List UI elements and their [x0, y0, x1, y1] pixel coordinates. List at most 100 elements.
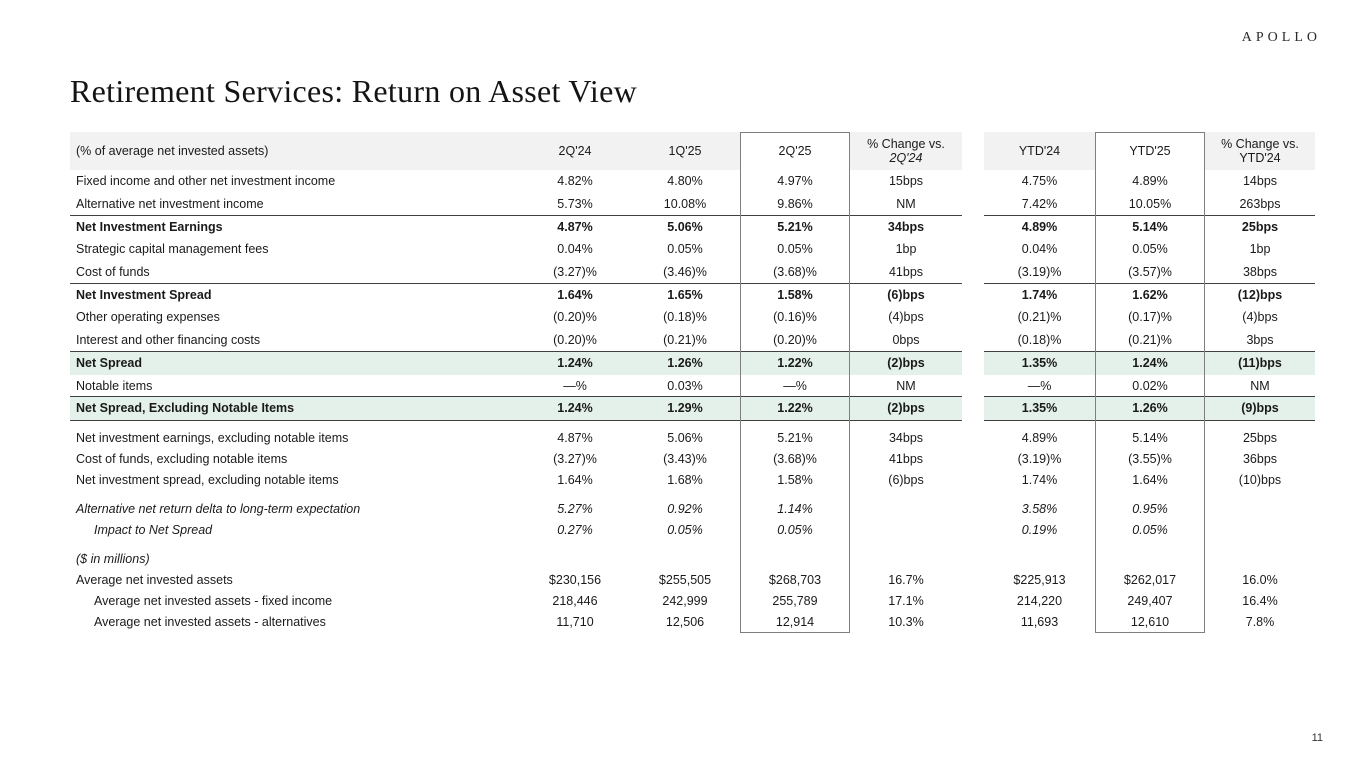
cell-value: 0.27% [557, 523, 593, 538]
cell-value: 0.05% [1132, 242, 1168, 257]
row-gap [962, 374, 984, 397]
cell-value: 1.62% [1095, 282, 1205, 307]
table-row: Net Investment Spread 1.64% 1.65% 1.58% (6)b… [70, 282, 1315, 307]
row-gap [962, 591, 984, 612]
roa-table: (% of average net invested assets) 2Q'24… [70, 132, 1315, 633]
cell-value: —% [1027, 378, 1052, 393]
row-gap [962, 428, 984, 449]
header-col-2q24: 2Q'24 [520, 132, 630, 170]
cell-value: (2)bps [850, 351, 962, 375]
table-row: Average net invested assets - fixed inco… [70, 591, 1315, 612]
cell-value: 1.64% [1132, 473, 1168, 488]
change-label-line1: % Change vs. [1221, 136, 1299, 151]
cell-value: (2)bps [850, 395, 962, 421]
row-label: Net Spread, Excluding Notable Items [70, 395, 520, 421]
cell-value: 5.21% [777, 431, 813, 446]
row-gap [962, 449, 984, 470]
cell-value: (3.27)% [553, 265, 597, 280]
cell-value: 5.14% [1095, 214, 1205, 239]
cell-value: 1.58% [740, 282, 850, 307]
cell-value: 36bps [1242, 452, 1278, 467]
cell-value [630, 549, 740, 570]
row-gap [962, 283, 984, 306]
cell-value: 41bps [888, 452, 924, 467]
table-row: Average net invested assets - alternativ… [70, 612, 1315, 633]
page-title: Retirement Services: Return on Asset Vie… [70, 73, 638, 110]
row-gap [962, 306, 984, 329]
cell-value: 4.89% [984, 214, 1095, 239]
cell-value: (3.57)% [1128, 265, 1172, 280]
cell-value: 17.1% [888, 594, 924, 609]
cell-value: 0.19% [1021, 523, 1058, 538]
cell-value: 1.24% [1095, 351, 1205, 375]
cell-value: (0.20)% [553, 333, 597, 348]
header-col-2q25: 2Q'25 [778, 143, 812, 158]
cell-value: (3.68)% [773, 452, 817, 467]
cell-value: $255,505 [658, 573, 712, 588]
cell-value: 34bps [850, 214, 962, 239]
row-label: Alternative net return delta to long-ter… [76, 502, 361, 517]
row-label: Net Investment Earnings [70, 214, 520, 239]
cell-value: 249,407 [1127, 594, 1173, 609]
cell-value: 7.42% [1021, 197, 1058, 212]
cell-value: 4.87% [557, 431, 593, 446]
cell-value: (3.27)% [553, 452, 597, 467]
row-label: Net investment earnings, excluding notab… [76, 431, 349, 446]
cell-value: 1.22% [740, 351, 850, 375]
cell-value: 0.92% [667, 502, 703, 517]
table-row: Impact to Net Spread 0.27% 0.05% 0.05% 0.19%… [70, 520, 1315, 541]
row-gap [962, 499, 984, 520]
cell-value: (0.21)% [663, 333, 707, 348]
cell-value: 218,446 [552, 594, 598, 609]
row-label: Alternative net investment income [76, 197, 264, 212]
cell-value: 1.22% [740, 395, 850, 421]
cell-value: 14bps [1242, 174, 1278, 189]
cell-value: 5.06% [630, 214, 740, 239]
cell-value: NM [896, 378, 916, 393]
cell-value: (4)bps [888, 310, 924, 325]
cell-value: 5.27% [557, 502, 593, 517]
cell-value: 11,710 [556, 615, 594, 630]
cell-value: 1.29% [630, 395, 740, 421]
cell-value: 1.68% [667, 473, 703, 488]
cell-value: 9.86% [777, 197, 813, 212]
cell-value: $262,017 [1123, 573, 1177, 588]
row-gap [962, 261, 984, 284]
row-label: Average net invested assets - fixed inco… [94, 594, 333, 609]
cell-value: 1.24% [520, 395, 630, 421]
row-label: Other operating expenses [76, 310, 220, 325]
cell-value: (11)bps [1205, 351, 1315, 375]
cell-value: 1.64% [520, 282, 630, 307]
cell-value: 4.89% [1021, 431, 1058, 446]
header-units-label: (% of average net invested assets) [70, 132, 520, 170]
cell-value [520, 549, 630, 570]
cell-value: (3.43)% [663, 452, 707, 467]
cell-value: 3.58% [1021, 502, 1058, 517]
header-col-change-vs-2q24: % Change vs. 2Q'24 [850, 132, 962, 170]
cell-value: 1bp [1249, 242, 1271, 257]
cell-value: 5.21% [740, 214, 850, 239]
row-gap [962, 549, 984, 570]
cell-value: —% [563, 378, 587, 393]
cell-value: 4.82% [557, 174, 593, 189]
cell-value: (9)bps [1205, 395, 1315, 421]
cell-value: (0.20)% [773, 333, 817, 348]
cell-value: (6)bps [850, 282, 962, 307]
row-gap [962, 215, 984, 238]
row-gap [962, 397, 984, 420]
cell-value: 3bps [1246, 333, 1274, 348]
cell-value: 0.04% [1021, 242, 1058, 257]
cell-value: NM [1250, 378, 1270, 393]
cell-value: 0.02% [1132, 378, 1168, 393]
cell-value: $225,913 [1013, 573, 1066, 588]
row-spacer [70, 541, 1315, 549]
change-label-line2: YTD'24 [1239, 151, 1281, 165]
table-row: Average net invested assets $230,156 $255,… [70, 570, 1315, 591]
cell-value: 1.35% [984, 351, 1095, 375]
cell-value: 1.65% [630, 282, 740, 307]
table-row: Other operating expenses (0.20)% (0.18)% (0… [70, 306, 1315, 329]
cell-value: 16.0% [1242, 573, 1278, 588]
cell-value: 1.74% [984, 282, 1095, 307]
cell-value: $230,156 [548, 573, 602, 588]
cell-value: 25bps [1205, 214, 1315, 239]
